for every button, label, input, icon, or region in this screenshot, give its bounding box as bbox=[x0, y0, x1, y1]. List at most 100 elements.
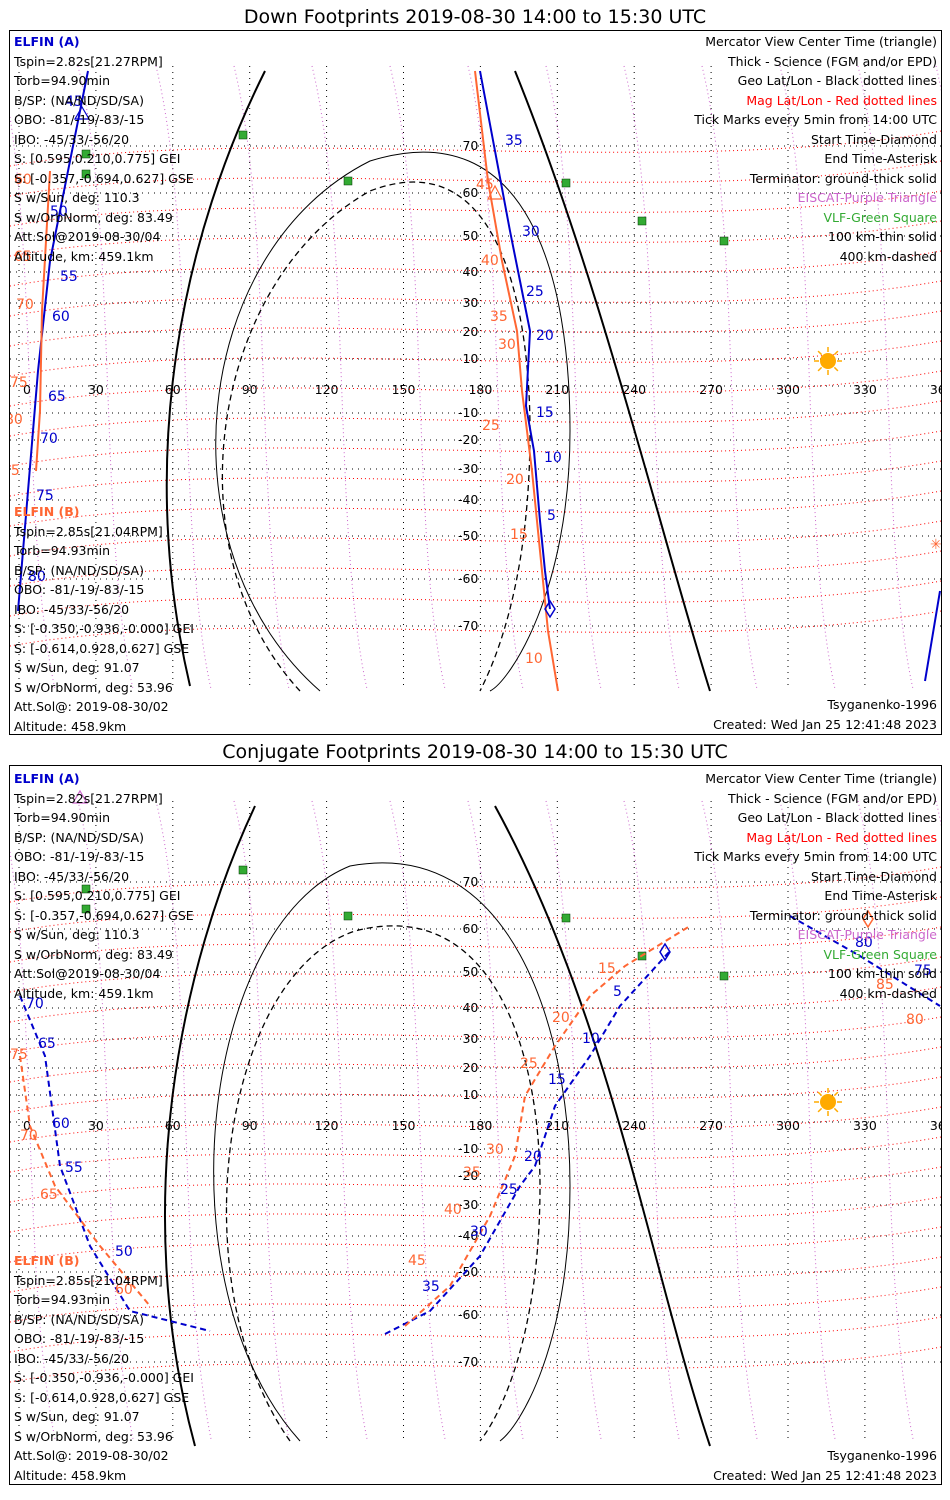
elfin-a-info-line: B/SP: (NA/ND/SD/SA) bbox=[14, 92, 144, 108]
elfin-b-info-line: S: [-0.614,0.928,0.627] GSE bbox=[14, 640, 190, 656]
elfin-a-info-line: S w/OrbNorm, deg: 83.49 bbox=[14, 946, 173, 962]
elfin-b-tick-label: 30 bbox=[498, 337, 516, 353]
terminator-east bbox=[514, 70, 711, 692]
legend: Mercator View Center Time (triangle) Thic… bbox=[694, 32, 937, 266]
lon-tick-label: 210 bbox=[545, 382, 569, 397]
elfin-a-info-line: S w/Sun, deg: 110.3 bbox=[14, 927, 140, 942]
elfin-b-info-line: IBO: -45/33/-56/20 bbox=[14, 601, 130, 617]
legend-entry: Mercator View Center Time (triangle) bbox=[705, 771, 937, 786]
map-title: Down Footprints 2019-08-30 14:00 to 15:3… bbox=[243, 6, 707, 28]
lat-tick-label: 10 bbox=[462, 1087, 478, 1102]
elfin-b-info-line: S w/OrbNorm, deg: 53.96 bbox=[14, 1428, 173, 1444]
legend-entry: Start Time-Diamond bbox=[810, 868, 937, 884]
legend-entry: VLF-Green Square bbox=[823, 209, 937, 225]
vlf-green-square bbox=[238, 130, 248, 140]
lon-tick-label: 360 bbox=[930, 1118, 941, 1133]
lon-tick-label: 30 bbox=[88, 382, 104, 397]
lon-tick-label: 90 bbox=[242, 382, 258, 397]
elfin-a-footprint-track-edge bbox=[789, 915, 941, 1007]
elfin-a-info-line: S: [-0.357,-0.694,0.627] GSE bbox=[14, 170, 194, 186]
elfin-b-info-line: S w/Sun, deg: 91.07 bbox=[14, 660, 140, 675]
elfin-a-info-line: Att.Sol@2019-08-30/04 bbox=[14, 966, 161, 981]
lon-tick-label: 0 bbox=[23, 382, 31, 397]
elfin-b-tick-label: 80 bbox=[10, 412, 23, 428]
footprint-map-conjugate: 0 30 60 90 120 150 180 210 240 270 300 330 360 70 60 50… bbox=[9, 765, 942, 1485]
vlf-green-square bbox=[561, 913, 571, 923]
lon-tick-label: 60 bbox=[165, 1118, 181, 1133]
lat-tick-label: -60 bbox=[458, 571, 478, 586]
elfin-b-info-line: Torb=94.93min bbox=[14, 1292, 111, 1307]
elfin-a-tick-label: 80 bbox=[28, 569, 46, 585]
mag-meridian bbox=[467, 65, 524, 690]
elfin-b-tick-label: 60 bbox=[14, 172, 32, 188]
lat-tick-label: 60 bbox=[462, 185, 478, 200]
lat-tick-label: 70 bbox=[462, 138, 478, 153]
center-time-triangle bbox=[73, 105, 91, 120]
lon-tick-label: 300 bbox=[776, 382, 800, 397]
elfin-b-info-line: B/SP: (NA/ND/SD/SA) bbox=[14, 1311, 144, 1327]
legend-entry: EISCAT-Purple Triangle bbox=[797, 927, 937, 942]
elfin-a-tick-label: 75 bbox=[914, 963, 932, 979]
elfin-b-tick-label: 20 bbox=[552, 1010, 570, 1026]
elfin-b-footprint-track-wrap bbox=[35, 170, 51, 472]
elfin-b-name: ELFIN (B) bbox=[14, 504, 80, 519]
lat-tick-label: 30 bbox=[462, 295, 478, 310]
elfin-a-info: ELFIN (A) Tspin=2.82s[21.27RPM] Torb=94.9… bbox=[14, 769, 194, 1003]
legend-entry: Geo Lat/Lon - Black dotted lines bbox=[737, 73, 937, 88]
sun-icon bbox=[820, 353, 836, 369]
lat-tick-label: 40 bbox=[462, 1000, 478, 1015]
start-time-diamond bbox=[659, 942, 671, 962]
vlf-green-square bbox=[343, 911, 353, 921]
elfin-a-tick-label: 30 bbox=[470, 1224, 488, 1240]
legend-entry: 100 km-thin solid bbox=[828, 966, 937, 981]
lon-tick-label: 30 bbox=[88, 1118, 104, 1133]
elfin-b-info: ELFIN (B) Tspin=2.85s[21.04RPM] Torb=94.9… bbox=[14, 1251, 194, 1485]
elfin-a-tick-label: 20 bbox=[524, 1149, 542, 1165]
end-time-asterisk: ✳ bbox=[930, 537, 941, 553]
lat-tick-label: 60 bbox=[462, 921, 478, 936]
elfin-b-info-line: B/SP: (NA/ND/SD/SA) bbox=[14, 562, 144, 578]
legend-entry: EISCAT-Purple Triangle bbox=[797, 190, 937, 205]
elfin-b-tick-label: 70 bbox=[16, 297, 34, 313]
elfin-b-info-line: S: [-0.350,-0.936,-0.000] GEI bbox=[14, 1370, 194, 1385]
legend-entry: VLF-Green Square bbox=[823, 946, 937, 962]
elfin-a-tick-label: 35 bbox=[422, 1279, 440, 1295]
elfin-b-tick-label: 65 bbox=[40, 1187, 58, 1203]
sun-ray bbox=[817, 350, 823, 356]
elfin-a-tick-label: 60 bbox=[52, 1116, 70, 1132]
elfin-a-footprint-track-wrap bbox=[17, 70, 89, 612]
map-canvas: 0 30 60 90 120 150 180 210 240 270 300 330 360 70 60 50… bbox=[10, 65, 941, 692]
elfin-b-info-line: S w/Sun, deg: 91.07 bbox=[14, 1409, 140, 1424]
legend-entry: Terminator: ground-thick solid bbox=[749, 907, 937, 923]
elfin-b-info-line: Att.Sol@: 2019-08-30/02 bbox=[14, 1448, 169, 1463]
lat-tick-label: -70 bbox=[458, 618, 478, 633]
elfin-a-tick-label: 65 bbox=[38, 1036, 56, 1052]
lon-tick-label: 150 bbox=[392, 1118, 416, 1133]
elfin-a-footprint-track bbox=[384, 950, 671, 1335]
lon-tick-label: 240 bbox=[622, 1118, 646, 1133]
elfin-a-info-line: OBO: -81/-19/-83/-15 bbox=[14, 849, 145, 864]
lon-tick-label: 180 bbox=[468, 1118, 492, 1133]
elfin-a-info-line: S w/Sun, deg: 110.3 bbox=[14, 190, 140, 205]
elfin-a-info-line: B/SP: (NA/ND/SD/SA) bbox=[14, 829, 144, 845]
vlf-green-square bbox=[81, 149, 91, 159]
elfin-a-tick-label: 15 bbox=[548, 1072, 566, 1088]
elfin-b-info-line: Torb=94.93min bbox=[14, 543, 111, 558]
legend-entry: End Time-Asterisk bbox=[824, 888, 937, 903]
elfin-b-info-line: OBO: -81/-19/-83/-15 bbox=[14, 1331, 145, 1346]
sun-ray bbox=[833, 366, 839, 372]
elfin-b-footprint-track bbox=[474, 70, 559, 692]
elfin-a-tick-label: 65 bbox=[48, 389, 66, 405]
lat-tick-label: 50 bbox=[462, 228, 478, 243]
legend-entry: Start Time-Diamond bbox=[810, 131, 937, 147]
start-time-diamond bbox=[544, 599, 556, 619]
sun-ray bbox=[817, 366, 823, 372]
legend-entry: Terminator: ground-thick solid bbox=[749, 170, 937, 186]
model-label: Tsyganenko-1996 bbox=[827, 1448, 937, 1463]
elfin-b-info-line: Tspin=2.85s[21.04RPM] bbox=[14, 1272, 163, 1288]
lon-tick-label: 360 bbox=[930, 382, 941, 397]
legend-entry: Tick Marks every 5min from 14:00 UTC bbox=[694, 849, 937, 864]
elfin-a-info-line: Torb=94.90min bbox=[14, 810, 111, 825]
altitude-100km bbox=[213, 862, 571, 1442]
elfin-b-info-line: S w/OrbNorm, deg: 53.96 bbox=[14, 679, 173, 695]
